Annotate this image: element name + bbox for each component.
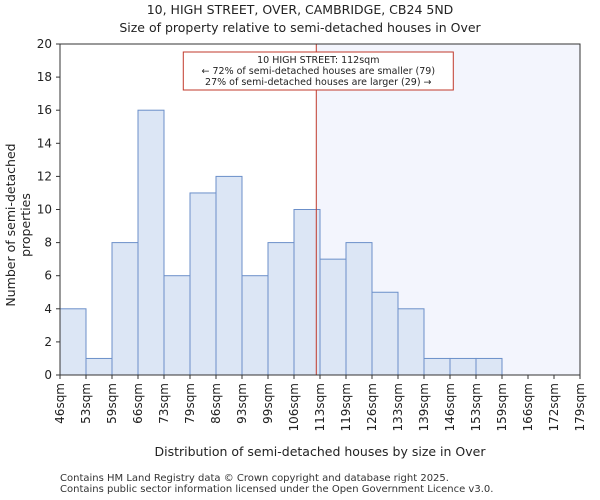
y-tick-label: 18 — [37, 70, 52, 84]
histogram-bar — [137, 109, 165, 376]
histogram-bar — [371, 291, 399, 376]
histogram-bar — [345, 242, 373, 376]
y-tick-label: 14 — [37, 136, 52, 150]
x-tick-label: 73sqm — [157, 383, 171, 424]
x-tick-label: 66sqm — [131, 383, 145, 424]
histogram-bar — [241, 275, 269, 376]
y-axis-label: Number of semi-detached properties — [3, 143, 33, 307]
histogram-bar — [163, 275, 191, 376]
x-tick-label: 172sqm — [547, 383, 561, 431]
x-tick-label: 179sqm — [573, 383, 587, 431]
x-tick-label: 166sqm — [521, 383, 535, 431]
histogram-bar — [111, 242, 139, 376]
histogram-bar — [397, 308, 425, 376]
histogram-bar — [319, 258, 347, 376]
x-axis-label: Distribution of semi-detached houses by … — [154, 444, 486, 459]
y-tick-label: 20 — [37, 37, 52, 51]
chart-title: 10, HIGH STREET, OVER, CAMBRIDGE, CB24 5… — [146, 2, 454, 17]
x-tick-label: 146sqm — [443, 383, 457, 431]
y-tick-label: 8 — [44, 236, 52, 250]
x-tick-label: 99sqm — [261, 383, 275, 424]
histogram-bar — [423, 357, 451, 376]
x-tick-label: 106sqm — [287, 383, 301, 431]
histogram-bar — [189, 192, 217, 376]
x-tick-label: 153sqm — [469, 383, 483, 431]
y-tick-label: 4 — [44, 302, 52, 316]
chart-subtitle: Size of property relative to semi-detach… — [119, 20, 481, 35]
x-tick-label: 159sqm — [495, 383, 509, 431]
histogram-bar — [59, 308, 87, 376]
histogram-bar — [267, 242, 295, 376]
x-tick-label: 119sqm — [339, 383, 353, 431]
x-tick-label: 86sqm — [209, 383, 223, 424]
histogram-bar — [293, 209, 321, 376]
y-tick-label: 16 — [37, 103, 52, 117]
x-tick-label: 46sqm — [53, 383, 67, 424]
x-tick-label: 133sqm — [391, 383, 405, 431]
histogram-bar — [475, 357, 503, 376]
y-tick-label: 12 — [37, 169, 52, 183]
x-tick-label: 59sqm — [105, 383, 119, 424]
x-tick-label: 53sqm — [79, 383, 93, 424]
x-tick-label: 126sqm — [365, 383, 379, 431]
annotation-box — [182, 51, 454, 91]
y-tick-label: 6 — [44, 269, 52, 283]
annotation-line: 27% of semi-detached houses are larger (… — [205, 77, 432, 88]
y-tick-label: 2 — [44, 335, 52, 349]
y-tick-label: 10 — [37, 203, 52, 217]
footer-licence: Contains public sector information licen… — [60, 484, 494, 495]
y-tick-label: 0 — [44, 368, 52, 382]
histogram-bar — [449, 357, 477, 376]
x-tick-label: 93sqm — [235, 383, 249, 424]
histogram-bar — [85, 357, 113, 376]
x-tick-label: 79sqm — [183, 383, 197, 424]
x-tick-label: 113sqm — [313, 383, 327, 431]
x-tick-label: 139sqm — [417, 383, 431, 431]
footer-copyright: Contains HM Land Registry data © Crown c… — [60, 473, 449, 484]
annotation-line: ← 72% of semi-detached houses are smalle… — [202, 66, 436, 77]
annotation-line: 10 HIGH STREET: 112sqm — [257, 55, 379, 66]
histogram-bar — [215, 175, 243, 376]
